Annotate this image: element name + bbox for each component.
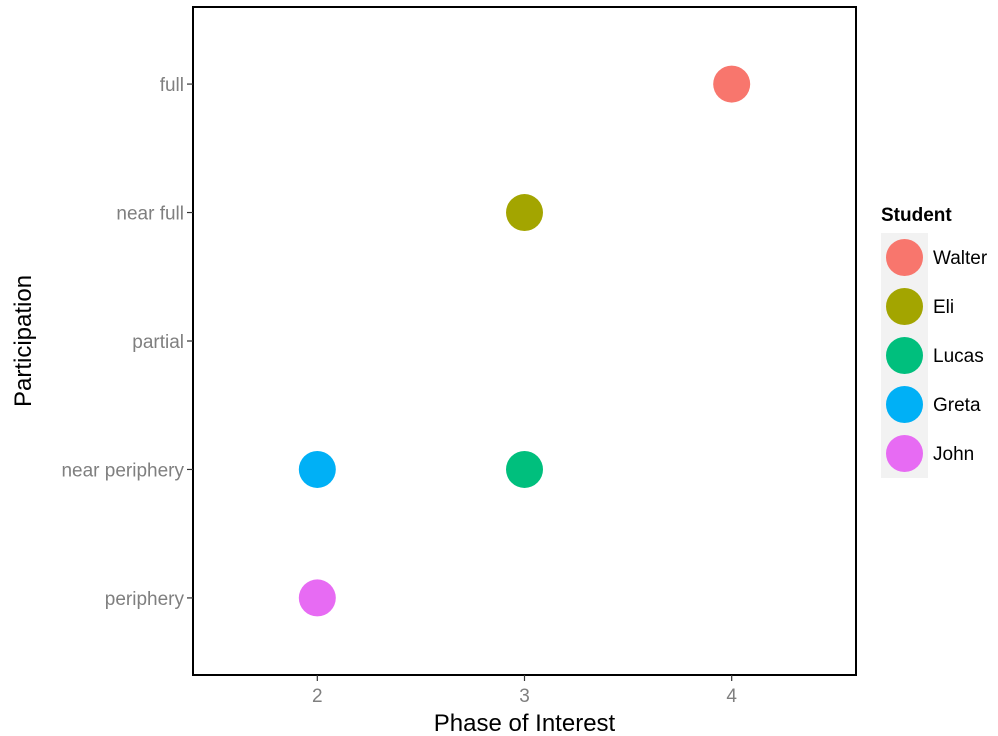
x-tick-label: 2 xyxy=(312,686,323,707)
data-point-lucas xyxy=(506,450,543,488)
plot-area xyxy=(192,6,857,676)
data-point-eli xyxy=(506,194,543,232)
x-axis-title: Phase of Interest xyxy=(434,710,616,736)
legend-key-eli xyxy=(886,288,923,325)
y-tick-label: periphery xyxy=(105,589,185,610)
y-tick-label: partial xyxy=(132,332,184,353)
legend-key-walter xyxy=(886,239,923,276)
legend: Student Walter Eli Lucas Greta John xyxy=(881,205,988,478)
data-points xyxy=(298,65,751,617)
legend-label-walter: Walter xyxy=(933,248,988,269)
axes: 2 3 4 periphery near periphery partial near fu… xyxy=(10,75,737,736)
y-axis-title: Participation xyxy=(10,275,37,407)
legend-label-greta: Greta xyxy=(933,395,981,416)
y-tick-label: near periphery xyxy=(61,460,184,481)
data-point-greta xyxy=(298,450,336,488)
legend-key-john xyxy=(886,435,923,472)
legend-label-lucas: Lucas xyxy=(933,346,984,367)
x-tick-label: 3 xyxy=(519,686,530,707)
y-tick-label: full xyxy=(160,75,184,96)
y-tick-label: near full xyxy=(116,204,184,225)
x-tick-label: 4 xyxy=(726,686,737,707)
legend-title: Student xyxy=(881,205,952,226)
plot-panel-border xyxy=(192,6,857,676)
legend-label-eli: Eli xyxy=(933,297,954,318)
legend-label-john: John xyxy=(933,444,974,465)
legend-key-greta xyxy=(886,386,923,423)
data-point-walter xyxy=(713,65,751,103)
data-point-john xyxy=(298,579,336,617)
legend-key-lucas xyxy=(886,337,923,374)
